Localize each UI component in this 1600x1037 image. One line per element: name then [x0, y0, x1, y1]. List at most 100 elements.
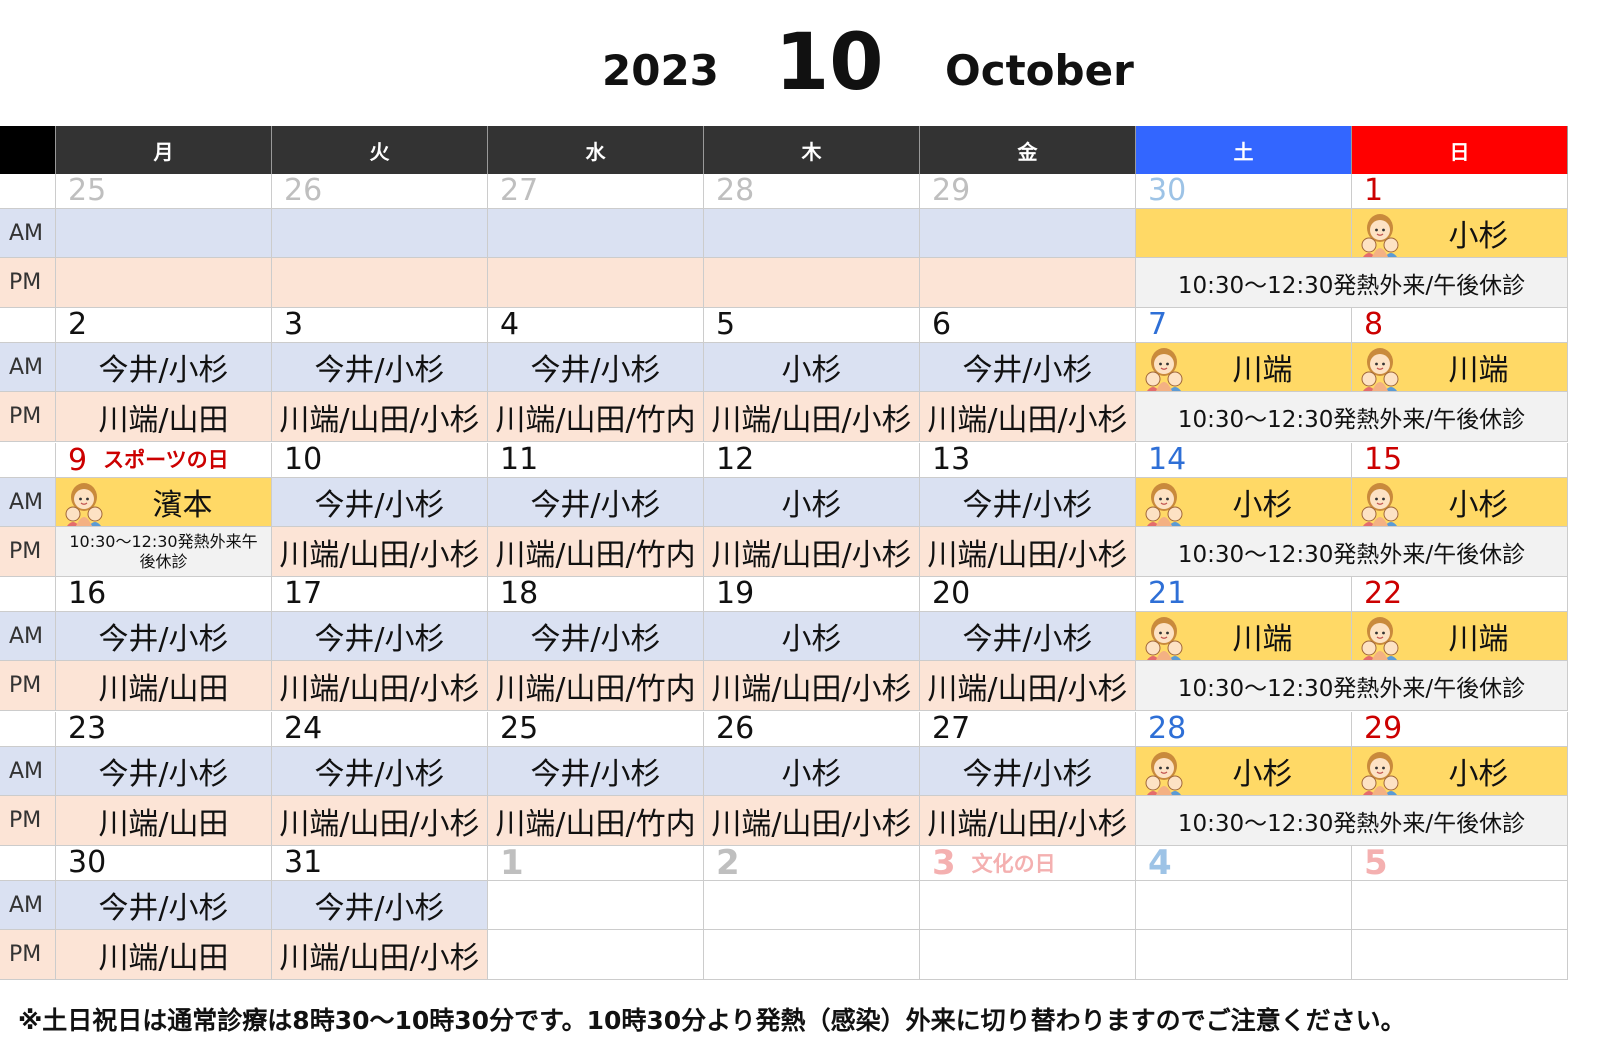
day-number-cell: 22 [1352, 577, 1568, 612]
pm-slot: 川端/山田/小杉 [920, 796, 1136, 846]
day-number-cell: 12 [704, 443, 920, 478]
am-slot: 小杉 [704, 343, 920, 392]
pm-slot [488, 258, 704, 308]
pm-slot: 川端/山田/小杉 [272, 930, 488, 980]
day-number-cell: 20 [920, 577, 1136, 612]
holiday-name: スポーツの日 [103, 448, 229, 472]
am-slot: 今井/小杉 [272, 612, 488, 661]
am-doctor: 今井/小杉 [962, 488, 1093, 523]
am-doctor: 川端 [1448, 353, 1509, 388]
day-number: 25 [68, 174, 107, 208]
pm-slot: 川端/山田 [56, 392, 272, 442]
day-number: 24 [284, 712, 323, 746]
day-number: 5 [716, 308, 736, 342]
am-slot: 今井/小杉 [56, 612, 272, 661]
am-slot: 小杉 [1352, 478, 1568, 527]
pm-doctor: 川端/山田/小杉 [279, 671, 480, 707]
pm-label-text: PM [9, 539, 42, 564]
am-doctor: 今井/小杉 [530, 622, 661, 657]
row-spacer [0, 443, 56, 478]
day-number-cell: 29 [1352, 712, 1568, 747]
day-number: 4 [500, 308, 520, 342]
day-number: 27 [500, 174, 539, 208]
day-number-cell: 6 [920, 308, 1136, 343]
day-number-cell: 16 [56, 577, 272, 612]
weekday-header: 日 [1352, 126, 1568, 174]
am-doctor: 今井/小杉 [314, 488, 445, 523]
family-avatar-icon [1145, 347, 1183, 391]
am-slot: 川端 [1352, 343, 1568, 392]
day-number: 1 [500, 846, 524, 881]
weekday-header: 土 [1136, 126, 1352, 174]
weekday-header: 金 [920, 126, 1136, 174]
day-number-cell: 21 [1136, 577, 1352, 612]
pm-label: PM [0, 930, 56, 980]
am-slot [920, 881, 1136, 930]
day-number: 9 [68, 443, 88, 478]
am-slot: 小杉 [1136, 747, 1352, 796]
pm-label: PM [0, 796, 56, 846]
pm-slot [1352, 930, 1568, 980]
row-spacer [0, 308, 56, 343]
am-doctor: 今井/小杉 [530, 757, 661, 792]
am-slot: 川端 [1136, 343, 1352, 392]
am-slot: 今井/小杉 [272, 478, 488, 527]
am-doctor: 小杉 [1232, 757, 1293, 792]
day-number: 30 [1148, 174, 1187, 208]
day-number: 12 [716, 443, 755, 477]
weekday-header: 木 [704, 126, 920, 174]
pm-doctor: 川端/山田/小杉 [711, 671, 912, 707]
am-slot: 今井/小杉 [920, 343, 1136, 392]
pm-doctor: 川端/山田/竹内 [495, 537, 696, 573]
title-month: 10 [775, 18, 884, 108]
am-doctor: 今井/小杉 [98, 622, 229, 657]
pm-slot: 川端/山田/小杉 [704, 661, 920, 711]
family-avatar-icon [65, 482, 103, 526]
footnote: ※土日祝日は通常診療は8時30～10時30分です。10時30分より発熱（感染）外… [18, 1006, 1406, 1035]
day-number: 2 [68, 308, 88, 342]
weekday-label: 水 [585, 139, 606, 164]
pm-slot: 10:30～12:30発熱外来午後休診 [56, 527, 272, 577]
pm-doctor: 川端/山田/小杉 [927, 402, 1128, 438]
day-number: 26 [284, 174, 323, 208]
pm-slot: 川端/山田/小杉 [272, 527, 488, 577]
day-number-cell: 8 [1352, 308, 1568, 343]
day-number: 29 [932, 174, 971, 208]
day-number-cell: 27 [488, 174, 704, 209]
am-doctor: 濱本 [152, 488, 213, 523]
pm-slot: 川端/山田/竹内 [488, 527, 704, 577]
day-number-cell: 28 [1136, 712, 1352, 747]
weekend-pm-slot: 10:30～12:30発熱外来/午後休診 [1136, 392, 1568, 442]
am-doctor: 今井/小杉 [314, 353, 445, 388]
am-doctor: 川端 [1232, 622, 1293, 657]
weekend-pm-note: 10:30～12:30発熱外来/午後休診 [1177, 272, 1526, 299]
pm-label: PM [0, 392, 56, 442]
am-slot: 川端 [1352, 612, 1568, 661]
am-label-text: AM [9, 892, 44, 918]
day-number: 3 [932, 846, 956, 881]
pm-slot: 川端/山田/小杉 [704, 392, 920, 442]
pm-doctor: 川端/山田/小杉 [711, 537, 912, 573]
pm-slot: 川端/山田 [56, 661, 272, 711]
family-avatar-icon [1361, 482, 1399, 526]
day-number-cell: 14 [1136, 443, 1352, 478]
weekend-pm-note: 10:30～12:30発熱外来/午後休診 [1177, 675, 1526, 702]
pm-label-text: PM [9, 404, 42, 429]
am-doctor: 今井/小杉 [98, 353, 229, 388]
am-label: AM [0, 747, 56, 796]
am-slot: 今井/小杉 [56, 343, 272, 392]
family-avatar-icon [1145, 616, 1183, 660]
day-number-cell: 18 [488, 577, 704, 612]
day-number-cell: 29 [920, 174, 1136, 209]
day-number-cell: 30 [1136, 174, 1352, 209]
day-number-cell: 19 [704, 577, 920, 612]
pm-slot: 川端/山田/小杉 [920, 392, 1136, 442]
day-number-cell: 17 [272, 577, 488, 612]
day-number: 21 [1148, 577, 1187, 611]
am-label: AM [0, 209, 56, 258]
pm-slot [704, 258, 920, 308]
day-number: 30 [68, 846, 107, 880]
weekday-header: 月 [56, 126, 272, 174]
calendar-title: 2023 10 October [0, 0, 1600, 126]
pm-label-text: PM [9, 808, 42, 833]
